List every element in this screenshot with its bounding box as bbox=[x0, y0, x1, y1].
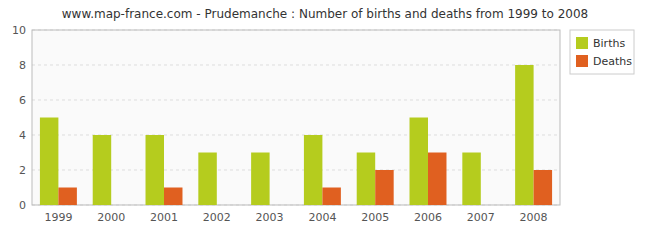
bar bbox=[357, 153, 375, 206]
x-tick-label: 2005 bbox=[361, 211, 389, 224]
y-tick-label: 0 bbox=[19, 199, 26, 212]
bar bbox=[534, 170, 552, 205]
bar bbox=[93, 135, 111, 205]
bar bbox=[58, 188, 76, 206]
chart: www.map-france.com - Prudemanche : Numbe… bbox=[0, 0, 650, 229]
bar bbox=[410, 118, 428, 206]
bar bbox=[198, 153, 216, 206]
y-tick-label: 4 bbox=[19, 129, 26, 142]
legend-label: Deaths bbox=[593, 55, 632, 68]
bar bbox=[146, 135, 164, 205]
x-tick-label: 2008 bbox=[520, 211, 548, 224]
bar bbox=[270, 205, 288, 206]
bar bbox=[111, 205, 129, 206]
bar bbox=[251, 153, 269, 206]
bar bbox=[515, 65, 533, 205]
plot-frame bbox=[32, 30, 560, 205]
x-tick-label: 2002 bbox=[203, 211, 231, 224]
legend: Births Deaths bbox=[570, 30, 634, 74]
bar bbox=[375, 170, 393, 205]
x-tick-label: 2000 bbox=[97, 211, 125, 224]
grid-line bbox=[32, 65, 560, 66]
x-tick-label: 1999 bbox=[44, 211, 72, 224]
bar bbox=[481, 205, 499, 206]
bar bbox=[164, 188, 182, 206]
grid-line bbox=[32, 100, 560, 101]
bar bbox=[304, 135, 322, 205]
y-tick-label: 10 bbox=[12, 24, 26, 37]
plot-area bbox=[32, 30, 560, 205]
legend-swatch bbox=[576, 37, 588, 49]
x-tick-label: 2004 bbox=[308, 211, 336, 224]
bar bbox=[40, 118, 58, 206]
legend-box bbox=[570, 30, 634, 74]
legend-swatch bbox=[576, 55, 588, 67]
x-tick-label: 2001 bbox=[150, 211, 178, 224]
bars bbox=[40, 65, 552, 205]
y-tick-label: 2 bbox=[19, 164, 26, 177]
y-tick-label: 8 bbox=[19, 59, 26, 72]
bar bbox=[428, 153, 446, 206]
bar bbox=[462, 153, 480, 206]
x-tick-label: 2007 bbox=[467, 211, 495, 224]
y-tick-label: 6 bbox=[19, 94, 26, 107]
bar bbox=[322, 188, 340, 206]
legend-label: Births bbox=[593, 37, 625, 50]
chart-container: www.map-france.com - Prudemanche : Numbe… bbox=[0, 0, 650, 229]
x-tick-label: 2006 bbox=[414, 211, 442, 224]
title: www.map-france.com - Prudemanche : Numbe… bbox=[62, 7, 588, 21]
x-tick-label: 2003 bbox=[256, 211, 284, 224]
bar bbox=[217, 205, 235, 206]
